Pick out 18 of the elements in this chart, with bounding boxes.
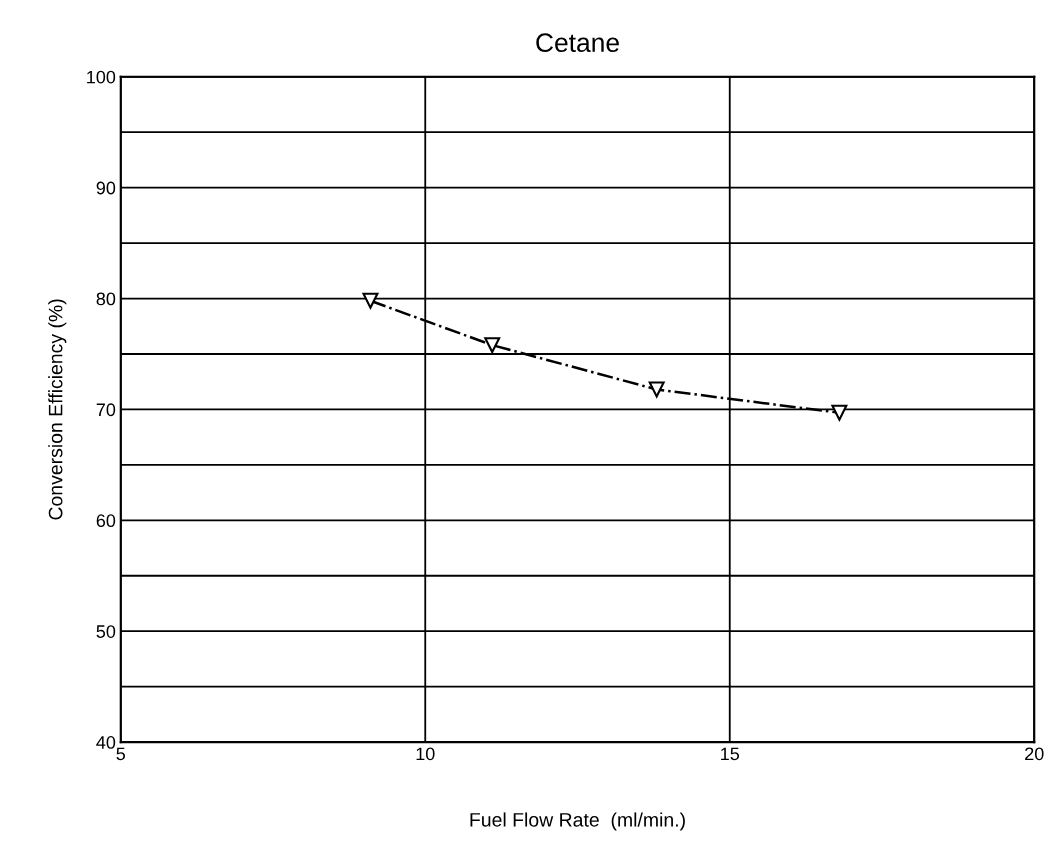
x-axis-title: Fuel Flow Rate (ml/min.) <box>470 812 685 831</box>
y-tick-label: 50 <box>96 625 116 638</box>
x-tick-label: 15 <box>721 747 740 761</box>
point <box>831 404 848 421</box>
y-tick-label: 70 <box>96 403 116 417</box>
y-axis-title: Conversion Efficiency (%) <box>48 299 67 520</box>
y-tick-label: 90 <box>96 181 116 195</box>
x-tick-label: 10 <box>416 747 435 761</box>
point <box>362 292 379 309</box>
y-tick-label: 100 <box>87 70 116 84</box>
chart-title: Cetane <box>536 33 619 53</box>
y-tick-label: 80 <box>96 292 116 306</box>
point <box>484 337 501 354</box>
y-tick-label: 60 <box>96 514 116 528</box>
x-tick-label: 20 <box>1025 747 1044 761</box>
point <box>648 381 665 398</box>
x-tick-label: 5 <box>116 747 126 761</box>
y-tick-label: 40 <box>96 736 116 749</box>
